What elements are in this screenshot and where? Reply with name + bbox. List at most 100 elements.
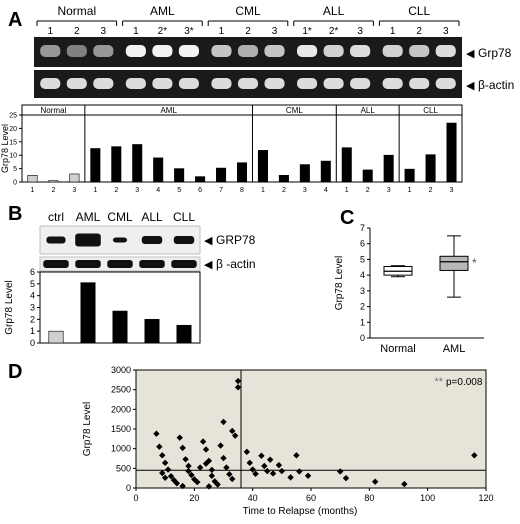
panel-a-group-label: ALL [361, 106, 376, 115]
panel-a-bands [40, 45, 456, 89]
gel-lane-label: 3 [101, 26, 107, 37]
panel-d-point [229, 475, 236, 483]
panel-c-x-tick-label: Normal [380, 343, 415, 355]
panel-a-x-tick-label: 2 [429, 187, 433, 194]
panel-d-point [220, 418, 227, 426]
panel-c-y-tick-label: 6 [360, 239, 365, 249]
panel-b-y-tick-label: 2 [30, 314, 35, 324]
panel-d-point [217, 442, 224, 449]
panel-c-y-tick-label: 7 [360, 223, 365, 233]
panel-a-x-tick-label: 2 [114, 187, 118, 194]
beta-actin-b-arrow-icon: ◀ [204, 259, 213, 271]
panel-b-lane-label: CLL [173, 210, 195, 224]
beta-actin-band [237, 78, 259, 89]
panel-d-point [249, 466, 256, 473]
panel-d-point [304, 472, 312, 480]
panel-d-point [246, 459, 253, 467]
panel-d-point [188, 471, 195, 479]
panel-d-point [182, 456, 189, 463]
panel-a-bar [299, 164, 310, 183]
panel-label-b: B [8, 203, 22, 225]
beta-actin-band [350, 78, 371, 89]
panel-a-bar [216, 167, 227, 183]
panel-b-lane-label: CML [107, 210, 133, 224]
gel-group-label: CML [235, 4, 261, 18]
panel-d-point [269, 470, 277, 477]
grp78-band [264, 45, 285, 57]
panel-a-bar [341, 147, 352, 183]
panel-d-point [156, 443, 163, 450]
panel-a-bar [174, 168, 185, 183]
panel-a-bar [27, 175, 38, 183]
panel-d-point [205, 483, 213, 490]
beta-actin-arrow-icon: ◀ [466, 80, 475, 92]
beta-actin-band [382, 78, 403, 89]
grp78-band [382, 45, 403, 57]
panel-d-point [258, 452, 265, 459]
panel-a-x-tick-label: 3 [450, 187, 454, 194]
panel-a-x-tick-label: 3 [135, 187, 139, 194]
panel-a-x-tick-label: 2 [366, 187, 370, 194]
panel-d-point [243, 448, 251, 456]
panel-d-point [231, 432, 239, 439]
panel-a-x-tick-label: 3 [303, 187, 307, 194]
panel-a-x-tick-label: 2 [51, 187, 55, 194]
beta-actin-band [93, 78, 114, 89]
grp78-band [435, 45, 456, 57]
panel-d-x-axis-label: Time to Relapse (months) [243, 506, 358, 517]
grp78-band [409, 45, 430, 57]
panel-a-x-tick-label: 6 [198, 187, 202, 194]
grp78-b-band [112, 237, 128, 243]
panel-a-x-tick-label: 7 [219, 187, 223, 194]
grp78-band [125, 45, 146, 57]
panel-a-bar [111, 146, 122, 183]
panel-a-bar [257, 150, 268, 183]
panel-d-point [194, 478, 201, 486]
gel-lane-label: 3 [443, 26, 449, 37]
gel-lane-label: 1 [47, 26, 53, 37]
gel-lane-label: 2 [416, 26, 422, 37]
grp78-b-band [46, 236, 66, 244]
panel-d-point [336, 468, 344, 475]
panel-d-y-axis-label: Grp78 Level [82, 402, 93, 456]
panel-d-scatter-plot: 0 20 40 60 80 100 120 0 500 1000 1500 2000 2500 3000 T… [82, 365, 494, 517]
panel-a-bar [90, 148, 101, 183]
panel-c-y-tick-label: 5 [360, 254, 365, 264]
panel-label-a: A [8, 9, 22, 31]
panel-a-bar [446, 122, 457, 183]
panel-d-x-tick-label: 120 [478, 493, 493, 503]
panel-d-point [296, 468, 303, 475]
panel-a-bar [48, 180, 59, 183]
panel-d-point [275, 461, 283, 469]
panel-d-point [220, 454, 227, 462]
panel-d-point [226, 471, 233, 478]
panel-a-x-tick-label: 1 [31, 187, 35, 194]
grp78-band [40, 45, 61, 57]
panel-b-y-tick-label: 6 [30, 267, 35, 277]
panel-d-x-tick-label: 40 [248, 493, 258, 503]
gel-lane-label: 1 [133, 26, 139, 37]
panel-d-point [371, 478, 379, 485]
gel-lane-label: 2* [329, 26, 339, 37]
panel-c-x-tick-label: AML [443, 343, 466, 355]
panel-a-bar [195, 176, 206, 183]
panel-d-point [202, 460, 210, 467]
beta-actin-band [211, 78, 232, 89]
panel-d-point [287, 474, 294, 481]
panel-d-point [164, 466, 172, 473]
panel-a-x-tick-label: 2 [282, 187, 286, 194]
panel-d-point [185, 467, 192, 475]
panel-b-lane-label: ctrl [48, 210, 64, 224]
panel-c-y-tick-label: 3 [360, 286, 365, 296]
panel-a-gel: Normal 1 2 3 AML 1 2* 3* CML 1 2 3 ALL 1* 2* 3 CLL 1 2 3 [36, 4, 460, 37]
panel-a-x-tick-label: 1 [261, 187, 265, 194]
gel-lane-label: 1 [390, 26, 396, 37]
panel-c-box-plot: 0 1 2 3 4 5 6 7 Grp78 Level Normal AML * [334, 223, 484, 355]
panel-d-point [264, 467, 271, 475]
panel-a-x-tick-label: 1 [93, 187, 97, 194]
panel-b-y-tick-label: 5 [30, 279, 35, 289]
panel-d-p-value: p=0.008 [446, 377, 483, 388]
grp78-band [296, 45, 318, 57]
